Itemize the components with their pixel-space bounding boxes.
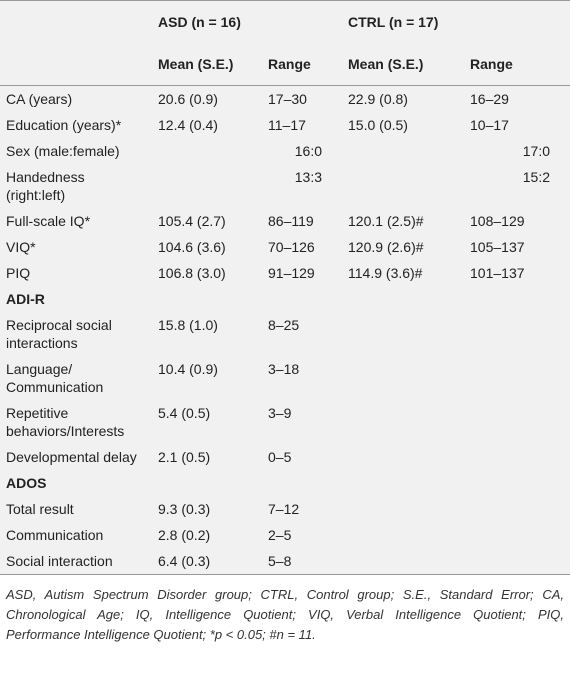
empty-cell: [464, 522, 570, 548]
cell: 15.0 (0.5): [348, 117, 408, 133]
cell: 106.8 (3.0): [158, 265, 226, 281]
cell: 86–119: [268, 213, 314, 229]
cell: 15.8 (1.0): [158, 317, 218, 333]
cell: 2.8 (0.2): [158, 527, 211, 543]
cell: 12.4 (0.4): [158, 117, 218, 133]
empty-cell: [342, 496, 464, 522]
data-row: VIQ* 104.6 (3.6) 70–126 120.9 (2.6)# 105–137: [0, 234, 570, 260]
data-row: Repetitive behaviors/Interests 5.4 (0.5) 3…: [0, 400, 570, 444]
blank: [0, 43, 152, 86]
data-row: CA (years) 20.6 (0.9) 17–30 22.9 (0.8) 16–29: [0, 86, 570, 113]
row-label: CA (years): [6, 91, 73, 107]
cell: 17–30: [268, 91, 307, 107]
cell: 104.6 (3.6): [158, 239, 226, 255]
cell: 20.6 (0.9): [158, 91, 218, 107]
empty-cell: [342, 548, 464, 575]
cell: 16–29: [470, 91, 509, 107]
cell: 13:3: [294, 169, 323, 185]
empty-cell: [464, 444, 570, 470]
cell: 7–12: [268, 501, 300, 517]
cell: 10.4 (0.9): [158, 361, 218, 377]
cell: 91–129: [268, 265, 315, 281]
group-row: ASD (n = 16) CTRL (n = 17): [0, 1, 570, 44]
row-label: Social interaction: [6, 553, 113, 569]
data-row: Reciprocal social interactions 15.8 (1.0)…: [0, 312, 570, 356]
section-label: ADI-R: [6, 291, 45, 307]
cell: 0–5: [268, 449, 292, 465]
data-row: PIQ 106.8 (3.0) 91–129 114.9 (3.6)# 101–137: [0, 260, 570, 286]
cell: 5–8: [268, 553, 292, 569]
row-label: Repetitive behaviors/Interests: [6, 405, 125, 439]
row-label: Education (years)*: [6, 117, 122, 133]
cell: 70–126: [268, 239, 315, 255]
row-label: Reciprocal social interactions: [6, 317, 112, 351]
cell: 108–129: [470, 213, 525, 229]
data-row: Education (years)* 12.4 (0.4) 11–17 15.0 (0…: [0, 112, 570, 138]
empty-cell: [342, 400, 464, 444]
cell: 3–18: [268, 361, 300, 377]
empty-cell: [342, 522, 464, 548]
cell: 101–137: [470, 265, 525, 281]
data-row: Total result 9.3 (0.3) 7–12: [0, 496, 570, 522]
empty-cell: [464, 356, 570, 400]
table-body: CA (years) 20.6 (0.9) 17–30 22.9 (0.8) 16–29…: [0, 86, 570, 575]
empty-cell: [464, 496, 570, 522]
cell: 8–25: [268, 317, 300, 333]
cell: 2–5: [268, 527, 292, 543]
empty-cell: [342, 312, 464, 356]
empty-cell: [464, 400, 570, 444]
row-label: Sex (male:female): [6, 143, 120, 159]
column-header: Range: [268, 56, 311, 72]
section-row: ADOS: [0, 470, 570, 496]
cell: 6.4 (0.3): [158, 553, 211, 569]
row-label: VIQ*: [6, 239, 36, 255]
footnote: ASD, Autism Spectrum Disorder group; CTR…: [6, 587, 564, 642]
group-header: ASD (n = 16): [158, 14, 241, 30]
data-row: Sex (male:female) 16:0 17:0: [0, 138, 570, 164]
data-row: Communication 2.8 (0.2) 2–5: [0, 522, 570, 548]
column-header: Mean (S.E.): [158, 56, 234, 72]
cell: 5.4 (0.5): [158, 405, 211, 421]
data-row: Language/ Communication 10.4 (0.9) 3–18: [0, 356, 570, 400]
empty-cell: [342, 444, 464, 470]
row-label: Total result: [6, 501, 74, 517]
page: ASD (n = 16) CTRL (n = 17) Mean (S.E.) Ran…: [0, 0, 570, 642]
cell: 22.9 (0.8): [348, 91, 408, 107]
cell: 120.9 (2.6)#: [348, 239, 424, 255]
section-row: ADI-R: [0, 286, 570, 312]
blank: [0, 1, 152, 44]
data-row: Developmental delay 2.1 (0.5) 0–5: [0, 444, 570, 470]
cell: 3–9: [268, 405, 292, 421]
cell: 11–17: [268, 117, 306, 133]
cell: 120.1 (2.5)#: [348, 213, 424, 229]
column-header: Range: [470, 56, 513, 72]
empty-cell: [464, 548, 570, 575]
section-label: ADOS: [6, 475, 47, 491]
cell: 10–17: [470, 117, 509, 133]
column-header: Mean (S.E.): [348, 56, 424, 72]
cell: 15:2: [522, 169, 551, 185]
subheader-row: Mean (S.E.) Range Mean (S.E.) Range: [0, 43, 570, 86]
data-row: Social interaction 6.4 (0.3) 5–8: [0, 548, 570, 575]
row-label: Developmental delay: [6, 449, 137, 465]
data-row: Handedness (right:left) 13:3 15:2: [0, 164, 570, 208]
group-header: CTRL (n = 17): [348, 14, 439, 30]
cell: 105.4 (2.7): [158, 213, 226, 229]
row-label: Communication: [6, 527, 104, 543]
cell: 17:0: [522, 143, 551, 159]
empty-cell: [342, 356, 464, 400]
cell: 114.9 (3.6)#: [348, 265, 423, 281]
cell: 16:0: [294, 143, 323, 159]
row-label: PIQ: [6, 265, 31, 281]
cell: 2.1 (0.5): [158, 449, 211, 465]
data-row: Full-scale IQ* 105.4 (2.7) 86–119 120.1 (2.…: [0, 208, 570, 234]
row-label: Language/ Communication: [6, 361, 104, 395]
row-label: Full-scale IQ*: [6, 213, 91, 229]
cell: 9.3 (0.3): [158, 501, 211, 517]
table-header: ASD (n = 16) CTRL (n = 17) Mean (S.E.) Ran…: [0, 0, 570, 86]
empty-cell: [464, 312, 570, 356]
cell: 105–137: [470, 239, 525, 255]
row-label: Handedness (right:left): [6, 169, 85, 203]
data-table: ASD (n = 16) CTRL (n = 17) Mean (S.E.) Ran…: [0, 0, 570, 575]
